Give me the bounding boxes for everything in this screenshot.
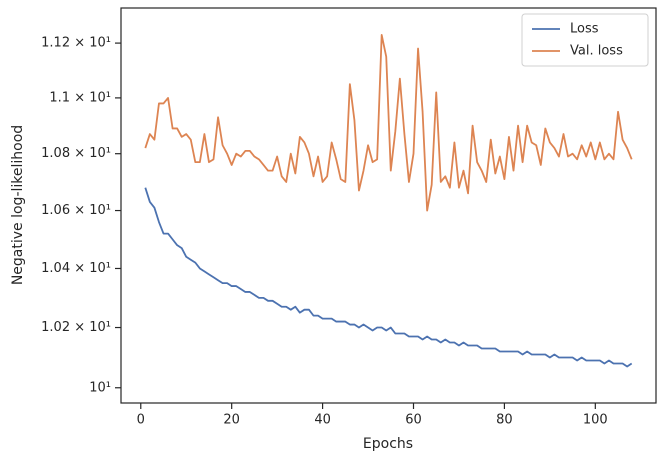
y-tick-label: 1.1 × 10¹ (49, 90, 111, 105)
line-series (144, 34, 633, 212)
x-tick-label: 100 (583, 413, 608, 428)
line-series (144, 187, 633, 368)
plot-frame (120, 7, 657, 404)
y-tick-label: 1.08 × 10¹ (41, 146, 111, 161)
y-tick-label: 1.02 × 10¹ (41, 320, 111, 335)
y-tick-label: 10¹ (89, 380, 111, 395)
legend-label: Val. loss (570, 44, 623, 59)
x-axis-label: Epochs (363, 436, 413, 452)
x-tick-label: 80 (496, 413, 513, 428)
y-tick-label: 1.06 × 10¹ (41, 203, 111, 218)
x-tick-label: 40 (314, 413, 331, 428)
y-axis-label: Negative log-likelihood (10, 125, 26, 285)
y-tick-label: 1.12 × 10¹ (41, 36, 111, 51)
legend-box (521, 13, 649, 67)
legend-label: Loss (570, 22, 599, 37)
x-tick-label: 60 (405, 413, 422, 428)
y-tick-label: 1.04 × 10¹ (41, 261, 111, 276)
x-tick-label: 20 (223, 413, 240, 428)
x-tick-label: 0 (137, 413, 145, 428)
